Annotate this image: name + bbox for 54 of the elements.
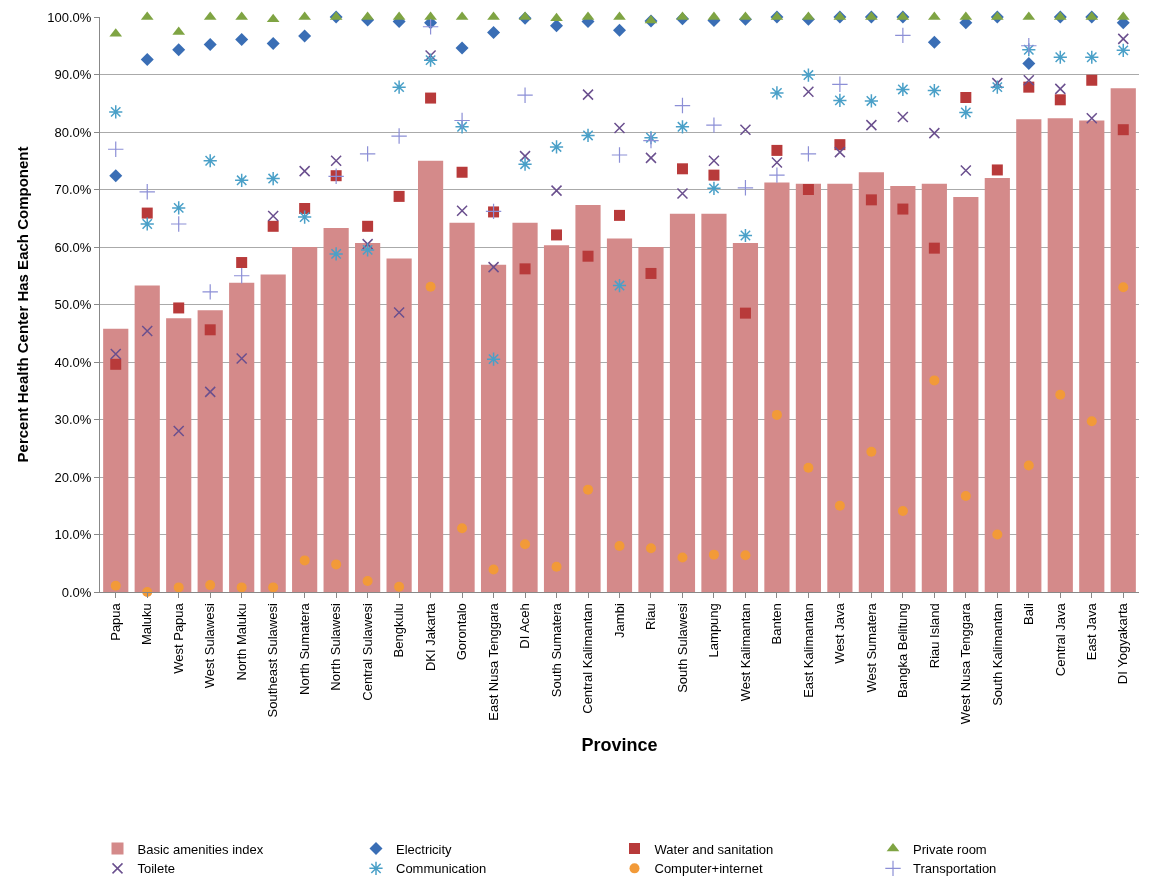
x-tick-label: Bengkulu — [391, 603, 407, 658]
x-tick-label: South Sulawesi — [674, 603, 690, 693]
x-tick-label: West Sulawesi — [202, 603, 218, 689]
legend-label: Transportation — [913, 861, 997, 877]
x-tick-label: East Nusa Tenggara — [485, 602, 501, 721]
x-tick-label: DKI Jakarta — [422, 602, 438, 672]
legend-label: Toilete — [137, 861, 176, 877]
y-tick-label: 20.0% — [54, 469, 92, 485]
legend-label: Electricity — [396, 841, 453, 857]
y-tick-label: 30.0% — [54, 412, 92, 428]
x-tick-label: Papua — [107, 602, 123, 641]
y-tick-label: 40.0% — [54, 354, 92, 370]
y-tick-label: 10.0% — [54, 527, 92, 543]
x-tick-label: Central Kalimantan — [580, 603, 596, 714]
x-tick-label: DI Aceh — [517, 603, 533, 649]
x-tick-label: North Sumatera — [296, 602, 312, 695]
x-tick-label: Southeast Sulawesi — [265, 603, 281, 718]
y-tick-label: 50.0% — [54, 297, 92, 313]
x-tick-label: Bangka Belitung — [895, 603, 911, 698]
legend-label: Computer+internet — [654, 861, 763, 877]
x-tick-label: East Kalimantan — [800, 603, 816, 698]
x-tick-label: Lampung — [706, 603, 722, 658]
y-tick-label: 60.0% — [54, 239, 92, 255]
y-tick-label: 90.0% — [54, 67, 92, 83]
legend-label: Basic amenities index — [137, 841, 264, 857]
x-tick-label: East Java — [1083, 602, 1099, 661]
x-tick-label: Central Sulawesi — [359, 603, 375, 701]
y-tick-label: 0.0% — [61, 584, 92, 600]
x-tick-label: Riau Island — [926, 603, 942, 669]
x-tick-label: West Kalimantan — [737, 603, 753, 702]
legend-label: Water and sanitation — [654, 841, 774, 857]
x-tick-label: North Sulawesi — [328, 603, 344, 691]
x-tick-label: West Sumatera — [863, 602, 879, 693]
y-tick-label: 70.0% — [54, 182, 92, 198]
x-axis-title: Province — [581, 735, 658, 756]
x-tick-label: South Kalimantan — [989, 603, 1005, 706]
x-tick-label: Central Java — [1052, 602, 1068, 677]
legend-label: Private room — [913, 841, 987, 857]
x-tick-label: Bali — [1021, 603, 1037, 625]
x-tick-label: Banten — [769, 603, 785, 645]
legend-label: Communication — [396, 861, 487, 877]
x-tick-label: West Papua — [170, 602, 186, 674]
x-tick-label: Maluku — [139, 603, 155, 646]
x-tick-label: Jambi — [611, 603, 627, 638]
y-tick-label: 80.0% — [54, 124, 92, 140]
x-tick-label: West Nusa Tenggara — [958, 602, 974, 725]
x-tick-label: South Sumatera — [548, 602, 564, 698]
y-tick-label: 100.0% — [47, 9, 92, 25]
y-axis-title: Percent Health Center Has Each Component — [13, 146, 31, 463]
x-tick-label: Riau — [643, 603, 659, 630]
x-tick-label: North Maluku — [233, 603, 249, 681]
x-tick-label: West Java — [832, 602, 848, 664]
x-tick-label: Gorontalo — [454, 603, 470, 661]
x-tick-label: DI Yogyakarta — [1115, 602, 1131, 685]
